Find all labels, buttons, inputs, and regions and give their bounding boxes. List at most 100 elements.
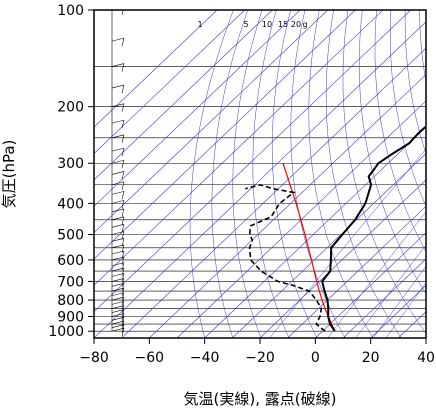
isotherm-line [149, 74, 426, 338]
y-tick-label: 600 [57, 253, 84, 269]
wind-barb [121, 305, 125, 314]
wind-barb [111, 37, 125, 42]
isotherm-line [176, 100, 426, 338]
dry-adiabat-line [290, 10, 346, 338]
isotherm-line [287, 205, 426, 338]
label-layer: −80 −60 −40 −20 0 20 40 100 200 300 400 500 600 700 80… [0, 3, 435, 408]
isotherm-line [94, 10, 328, 234]
wind-barb [121, 287, 125, 297]
isotherm-line [425, 337, 426, 338]
x-axis-title: 気温(実線), 露点(破線) [184, 390, 337, 408]
wind-barb [111, 273, 125, 277]
wind-barb [111, 224, 125, 228]
x-tick-label: 40 [417, 350, 435, 366]
wind-barb [121, 262, 125, 271]
x-tick-label: 20 [362, 350, 380, 366]
wind-barb [111, 301, 125, 305]
dry-adiabat-line [252, 10, 290, 338]
wind-barb [121, 268, 125, 277]
wind-barb [111, 208, 125, 213]
wind-barb [121, 38, 125, 47]
wind-barb [111, 216, 125, 221]
mixing-ratio-label: 15 [278, 20, 288, 29]
parcel-path-line [282, 163, 336, 332]
isotherm-line [94, 10, 301, 207]
isotherm-line [204, 126, 426, 338]
y-tick-label: 800 [57, 293, 84, 309]
wind-barb [121, 296, 125, 306]
wind-barb [121, 191, 125, 200]
mixing-ratio-label: g [302, 20, 307, 29]
wind-barb [121, 273, 125, 282]
wind-barb [111, 63, 125, 67]
isotherm-line [94, 10, 218, 128]
x-tick-label: 0 [311, 350, 320, 366]
wind-barb [121, 231, 125, 240]
dry-adiabat-line [211, 10, 248, 338]
mixing-ratio-label: 20 [291, 20, 301, 29]
wind-barb [111, 267, 125, 272]
mixing-ratio-label: 1 [197, 20, 202, 29]
isotherm-line [398, 311, 426, 338]
isotherm-line [94, 10, 384, 286]
y-tick-label: 200 [57, 100, 84, 116]
wind-barb [111, 256, 125, 261]
dry-adiabat-line [189, 10, 234, 338]
y-tick-label: 400 [57, 196, 84, 212]
wind-barb [111, 159, 125, 164]
data-layer [111, 10, 426, 337]
temperature-line [321, 125, 426, 332]
wind-barb [121, 84, 125, 94]
isotherm-line [121, 47, 426, 338]
wind-barb [121, 216, 125, 225]
wind-barb [111, 200, 125, 204]
wind-barb [121, 208, 125, 217]
isotherm-line [94, 10, 273, 181]
dry-adiabat-line [390, 10, 426, 207]
wind-barb [111, 250, 125, 255]
wind-barb [111, 191, 125, 195]
dry-adiabat-line [325, 10, 402, 338]
dry-adiabat-line [358, 10, 426, 295]
wind-barb [111, 305, 125, 309]
y-tick-label: 300 [57, 156, 84, 172]
isotherm-line [94, 21, 426, 338]
wind-barb [111, 317, 125, 321]
wind-barb [121, 238, 125, 247]
y-axis-title: 気圧(hPa) [0, 140, 18, 209]
wind-barb [111, 262, 125, 266]
wind-barb [121, 250, 125, 260]
wind-barb [121, 292, 125, 301]
wind-barb [121, 309, 125, 318]
isotherm-line [94, 10, 245, 154]
wind-barb [121, 63, 125, 72]
mixing-ratio-label: 10 [262, 20, 272, 29]
wind-barb [111, 171, 125, 175]
dry-adiabat-line [342, 10, 426, 334]
wind-barb [121, 224, 125, 233]
y-tick-label: 700 [57, 274, 84, 290]
dry-adiabat-line [374, 10, 426, 253]
wind-barb [121, 103, 125, 112]
wind-barb [121, 10, 124, 16]
y-tick-label: 100 [57, 3, 84, 19]
wind-barb [111, 313, 125, 317]
wind-barb [111, 278, 125, 282]
dry-adiabat-line [271, 10, 318, 338]
wind-barb [121, 148, 125, 157]
wind-barb [121, 160, 125, 169]
wind-barb [111, 181, 125, 186]
y-tick-label: 500 [57, 228, 84, 244]
isotherm-line [315, 232, 426, 338]
dry-adiabat-line [232, 10, 263, 338]
dry-adiabat-line [404, 10, 426, 155]
mixing-ratio-line [355, 244, 426, 338]
wind-barb [111, 309, 125, 313]
mixing-ratio-line [385, 282, 426, 338]
wind-barb [121, 313, 125, 322]
wind-barb [121, 244, 125, 253]
wind-barb [121, 134, 125, 143]
wind-barb [121, 200, 125, 209]
mixing-ratio-line [269, 148, 426, 338]
